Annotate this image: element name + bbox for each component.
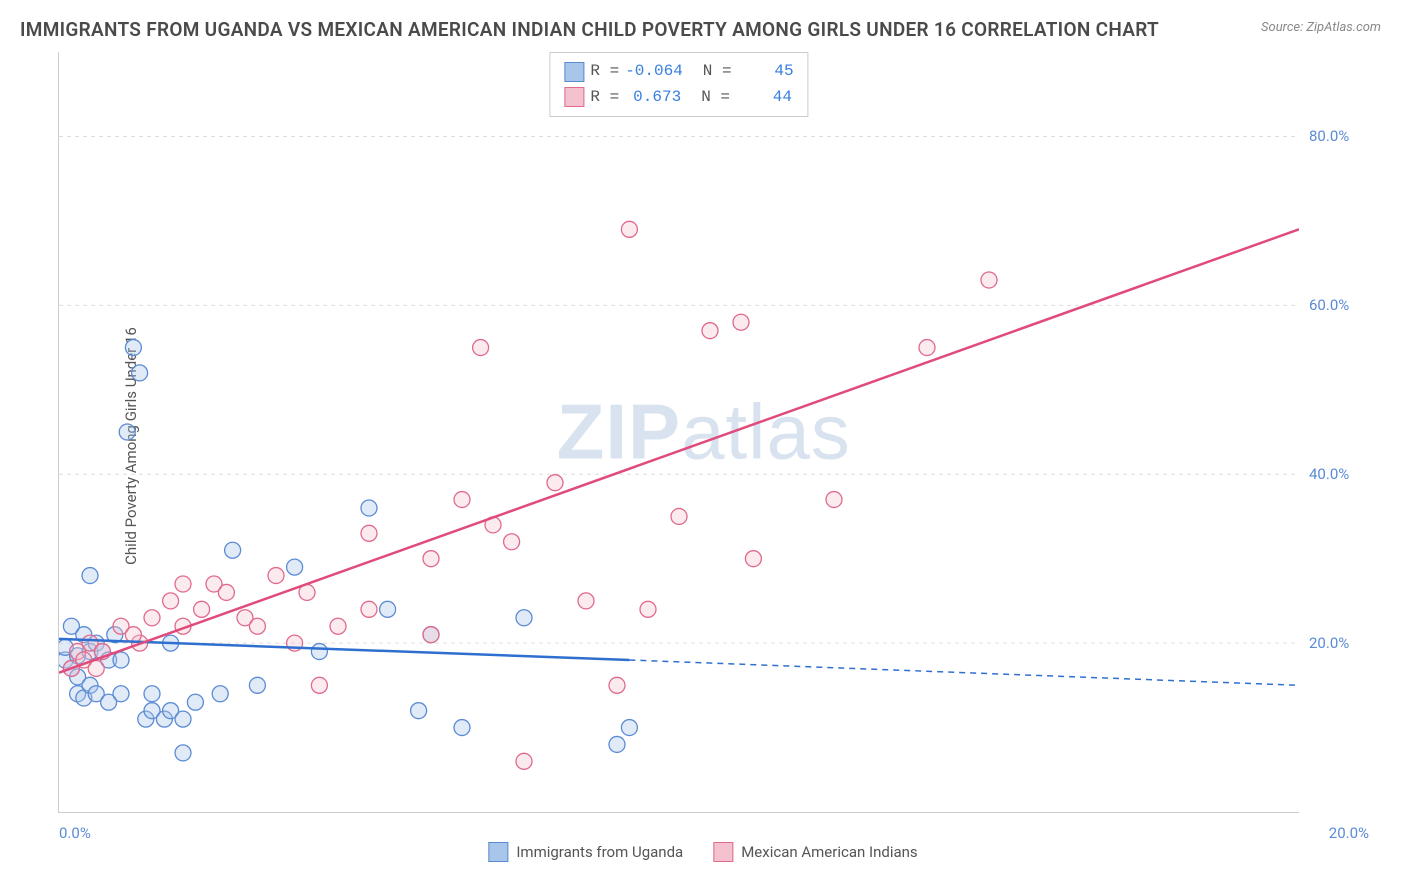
y-tick-label: 40.0% [1309,465,1369,483]
r-label: R = [590,85,619,111]
legend-series: Immigrants from Uganda Mexican American … [488,842,917,862]
n-label: N = [701,85,730,111]
n-label: N = [703,59,732,85]
chart-svg [59,52,1299,812]
plot-area: ZIPatlas R = -0.064 N = 45 R = 0.673 N =… [58,52,1299,813]
y-tick-label: 80.0% [1309,127,1369,145]
legend-item: Immigrants from Uganda [488,842,683,862]
legend-label: Mexican American Indians [741,843,917,861]
n-value: 44 [736,85,792,111]
legend-swatch-pink [564,87,584,107]
r-value: 0.673 [625,85,681,111]
y-tick-label: 20.0% [1309,634,1369,652]
legend-item: Mexican American Indians [713,842,917,862]
r-label: R = [590,59,619,85]
chart-title: IMMIGRANTS FROM UGANDA VS MEXICAN AMERIC… [20,18,1159,41]
y-tick-label: 60.0% [1309,296,1369,314]
legend-swatch-pink [713,842,733,862]
legend-row: R = 0.673 N = 44 [564,85,793,111]
r-value: -0.064 [625,59,683,85]
legend-swatch-blue [564,62,584,82]
x-tick-min: 0.0% [59,824,91,842]
n-value: 45 [738,59,794,85]
legend-swatch-blue [488,842,508,862]
x-tick-max: 20.0% [1329,824,1369,842]
legend-correlation: R = -0.064 N = 45 R = 0.673 N = 44 [549,52,808,117]
legend-label: Immigrants from Uganda [516,843,683,861]
source-attribution: Source: ZipAtlas.com [1261,20,1381,35]
legend-row: R = -0.064 N = 45 [564,59,793,85]
